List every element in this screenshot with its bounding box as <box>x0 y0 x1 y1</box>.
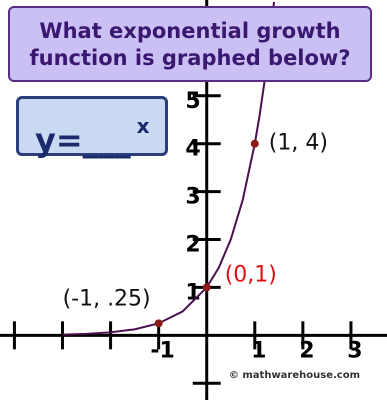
question-title: What exponential growth function is grap… <box>8 6 372 82</box>
y-tick-label: 4 <box>185 137 200 162</box>
point <box>154 319 163 328</box>
formula-exponent: x <box>136 114 150 138</box>
x-tick-label: 2 <box>299 338 314 363</box>
point-label: (0,1) <box>225 262 277 287</box>
formula-box: y=___ x <box>16 96 168 159</box>
point-label: (1, 4) <box>269 131 328 156</box>
point <box>202 283 211 292</box>
x-tick-label: -1 <box>150 338 174 363</box>
y-tick-label: 5 <box>185 89 200 114</box>
formula: y=___ <box>35 121 131 159</box>
y-tick-label: 1 <box>185 280 200 305</box>
function-curve <box>62 1 276 336</box>
x-tick-label: 3 <box>347 338 362 363</box>
point-label: (-1, .25) <box>63 286 151 311</box>
credit: © mathwarehouse.com <box>229 370 360 381</box>
y-tick-label: 3 <box>185 185 200 210</box>
y-tick-label: 2 <box>185 233 200 258</box>
x-tick-label: 1 <box>251 338 266 363</box>
point <box>250 139 259 148</box>
